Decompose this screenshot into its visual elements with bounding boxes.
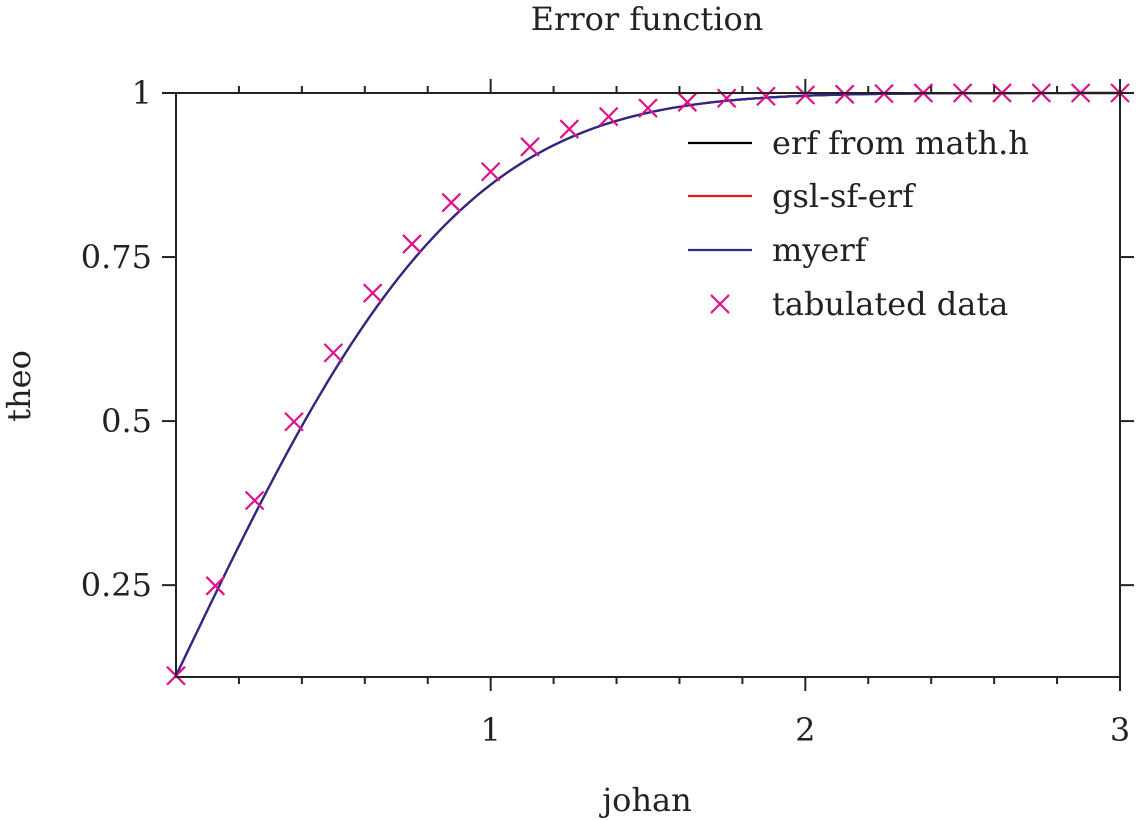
plot-frame <box>175 92 1121 678</box>
tabulated-point-3 <box>284 411 304 432</box>
x-tick-label-3: 3 <box>1110 711 1130 749</box>
legend-label: gsl-sf-erf <box>772 177 916 215</box>
marker-stroke <box>756 86 776 107</box>
legend-entry-3: tabulated data <box>710 285 1008 323</box>
y-tick-label-1: 1 <box>132 74 152 112</box>
tabulated-point-8 <box>480 161 501 182</box>
tabulated-point-17 <box>834 84 855 105</box>
legend-entry-1: gsl-sf-erf <box>688 177 916 215</box>
tabulated-point-1 <box>205 576 226 596</box>
marker-stroke <box>362 283 383 303</box>
marker-stroke <box>638 98 658 118</box>
tabulated-point-6 <box>402 234 422 254</box>
axes-layer: 1 2 3 0.25 0.5 0.75 1 <box>81 74 1134 749</box>
legend-entry-2: myerf <box>688 231 869 269</box>
marker-stroke <box>677 92 698 112</box>
tabulated-point-11 <box>598 106 619 127</box>
legend-label: myerf <box>772 231 869 269</box>
marker-stroke <box>402 234 422 254</box>
series-line-0 <box>175 91 1120 677</box>
marker-stroke <box>284 411 304 432</box>
marker-stroke <box>520 137 540 157</box>
series-layer <box>166 83 1130 686</box>
tabulated-point-12 <box>638 98 658 118</box>
legend: erf from math.h gsl-sf-erf myerf tabulated … <box>688 124 1029 323</box>
legend-entry-0: erf from math.h <box>688 124 1029 162</box>
tabulated-point-7 <box>441 192 462 213</box>
marker-stroke <box>244 490 265 511</box>
tabulated-point-5 <box>362 283 383 303</box>
marker-stroke <box>795 85 816 105</box>
tabulated-point-13 <box>677 92 698 112</box>
marker-stroke <box>480 161 501 182</box>
marker-stroke <box>205 576 226 596</box>
tabulated-point-14 <box>716 88 737 109</box>
marker-stroke <box>598 106 619 127</box>
series-line-1 <box>175 91 1120 677</box>
tabulated-point-9 <box>520 137 540 157</box>
x-tick-label-2: 2 <box>795 711 815 749</box>
tabulated-point-15 <box>756 86 776 107</box>
chart-title: Error function <box>531 0 764 38</box>
x-tick-label-1: 1 <box>480 711 500 749</box>
tabulated-point-16 <box>795 85 816 105</box>
marker-stroke <box>441 192 462 213</box>
marker-stroke <box>834 84 855 105</box>
series-line-2 <box>175 91 1120 677</box>
y-tick-label-0.5: 0.5 <box>101 402 152 440</box>
legend-label: erf from math.h <box>772 124 1029 162</box>
y-tick-label-0.75: 0.75 <box>81 238 152 276</box>
legend-swatch <box>710 294 730 314</box>
tabulated-point-10 <box>559 119 580 139</box>
tabulated-point-2 <box>244 490 265 511</box>
marker-stroke <box>323 343 344 363</box>
tabulated-point-4 <box>323 343 344 363</box>
x-axis-label: johan <box>598 781 691 819</box>
y-tick-label-0.25: 0.25 <box>81 566 152 604</box>
legend-label: tabulated data <box>772 285 1008 323</box>
y-axis-label: theo <box>0 350 38 422</box>
marker-stroke <box>559 119 580 139</box>
